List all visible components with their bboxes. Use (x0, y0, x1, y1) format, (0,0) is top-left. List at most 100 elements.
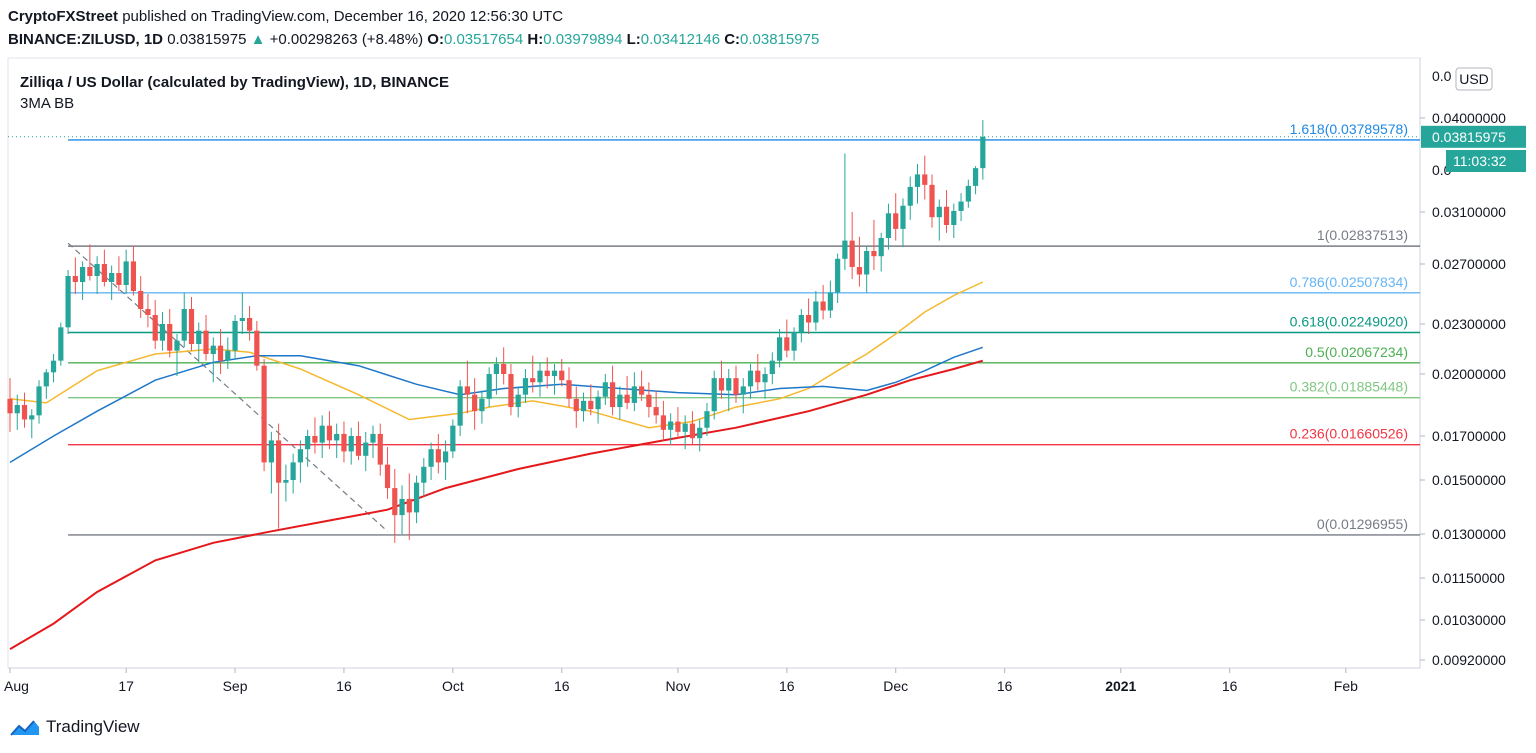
x-tick-label: Aug (4, 678, 29, 694)
candle-body (704, 411, 710, 428)
candle (631, 372, 637, 412)
candle-body (50, 360, 57, 373)
candle-body (784, 337, 790, 351)
candle (254, 321, 260, 371)
candle (167, 309, 173, 358)
symbol-label: BINANCE:ZILUSD, 1D (8, 31, 164, 48)
candle-body (421, 466, 427, 483)
candle-body (80, 267, 86, 282)
time-axis[interactable]: Aug 17 Sep 16 Oct 16 Nov 16 Dec 16 2021 16 Feb (4, 668, 1358, 694)
candle-body (210, 345, 216, 354)
candle-body (718, 378, 725, 391)
candle-body (660, 415, 666, 430)
candle-body (406, 498, 412, 513)
candle (138, 276, 144, 318)
x-tick-label: 16 (554, 678, 570, 694)
candle-body (537, 370, 543, 383)
candle-body (167, 324, 173, 351)
candle (806, 298, 812, 334)
candle (196, 322, 202, 363)
price-badges: USD 0.03815975 11:03:32 (1421, 67, 1526, 172)
tradingview-brand[interactable]: TradingView (10, 717, 140, 737)
candle (384, 447, 391, 499)
candle-body (217, 345, 224, 361)
candle (580, 392, 587, 422)
candle-body (624, 394, 630, 403)
candle-body (711, 378, 717, 412)
candle-body (762, 374, 768, 383)
open-value: 0.03517654 (443, 31, 524, 48)
candle (450, 419, 456, 458)
ma-slow-line (9, 359, 984, 650)
candle (951, 203, 957, 238)
candle-body (14, 405, 20, 414)
candle-body (522, 378, 529, 395)
candle-body (181, 309, 187, 341)
candle (65, 270, 71, 334)
countdown-text: 11:03:32 (1453, 153, 1507, 169)
candle-body (835, 258, 841, 293)
price-chart[interactable]: 1.618(0.03789578) 1(0.02837513) 0.786(0.02… (0, 0, 1536, 710)
candle (406, 473, 412, 540)
candle-body (203, 330, 209, 354)
x-tick-label: 2021 (1105, 678, 1136, 694)
fib-label-1: 1(0.02837513) (1317, 227, 1408, 243)
candle (740, 378, 746, 414)
candle-body (138, 291, 144, 309)
y-tick-label: 0.01150000 (1432, 570, 1505, 586)
candle-body (631, 386, 637, 403)
candle-body (813, 301, 819, 323)
candle-body (312, 436, 318, 443)
candle-body (508, 374, 514, 408)
candle (595, 390, 601, 424)
low-label: L: (626, 31, 641, 48)
currency-button[interactable] (1455, 67, 1493, 91)
x-tick-label: Dec (883, 678, 908, 694)
candle (203, 315, 209, 361)
candle-body (472, 394, 478, 412)
candle-body (290, 462, 296, 480)
candle-body (878, 238, 884, 257)
candle (871, 219, 877, 270)
candle-body (283, 480, 289, 483)
candle (682, 415, 688, 450)
candle-body (355, 436, 362, 456)
candle (639, 370, 645, 401)
candle-body (384, 464, 391, 489)
candle (530, 355, 536, 393)
candle (864, 245, 870, 293)
brand-name: TradingView (46, 717, 140, 736)
candle-body (697, 427, 703, 439)
candle (443, 440, 449, 480)
candle-body (943, 206, 950, 225)
indicator-label[interactable]: 3MA BB (20, 95, 74, 112)
price-axis[interactable]: 0.04000000 0.03100000 0.02700000 0.02300000… (1420, 68, 1506, 668)
candle (493, 357, 500, 395)
candle (697, 419, 703, 452)
ohlc-line: BINANCE:ZILUSD, 1D 0.03815975 ▲ +0.00298… (8, 31, 819, 48)
candle-body (254, 330, 260, 366)
open-label: O: (427, 31, 444, 48)
candle (413, 475, 420, 524)
candle-body (617, 394, 623, 408)
x-tick-label: Sep (223, 678, 248, 694)
candle (893, 193, 899, 241)
x-tick-label: Feb (1334, 678, 1358, 694)
candle (312, 417, 318, 454)
y-tick-label: 0.02300000 (1432, 316, 1506, 332)
candle (87, 244, 93, 281)
candle (747, 364, 754, 399)
author-name[interactable]: CryptoFXStreet (8, 8, 119, 25)
fib-label-6: 0.236(0.01660526) (1290, 426, 1408, 442)
candle-body (413, 482, 420, 513)
candle (711, 370, 717, 420)
candle (268, 431, 274, 494)
candle (762, 367, 768, 399)
candle-body (726, 378, 732, 391)
tradingview-logo-icon (10, 720, 39, 736)
candle-body (914, 174, 921, 187)
candle-body (893, 213, 899, 229)
candle (217, 329, 224, 374)
candle-body (965, 185, 971, 202)
candle-body (602, 382, 608, 397)
